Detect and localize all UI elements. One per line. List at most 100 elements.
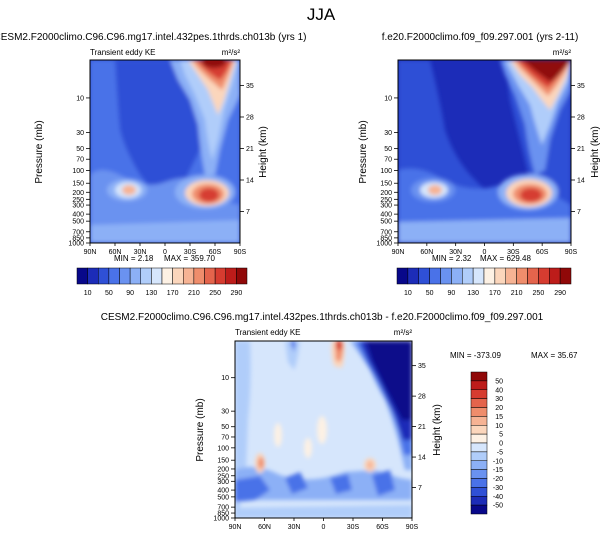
y-tick-label: 400 — [380, 212, 392, 219]
colorbar-swatch — [151, 267, 163, 285]
field-region — [520, 188, 542, 202]
panel-1-ylabel-right: Height (km) — [590, 126, 601, 178]
colorbar-swatch — [396, 267, 409, 285]
y-tick-label: 500 — [380, 219, 392, 226]
colorbar-swatch — [470, 398, 488, 408]
x-tick-label: 90S — [234, 249, 247, 256]
y-tick-label: 50 — [76, 146, 84, 153]
panel-2-ylabel-right: Height (km) — [432, 404, 443, 456]
right-tick-label: 35 — [418, 363, 426, 370]
colorbar-label: -10 — [493, 458, 503, 465]
colorbar-label: -5 — [497, 449, 503, 456]
right-tick-label: 14 — [246, 177, 254, 184]
y-tick-label: 10 — [76, 95, 84, 102]
colorbar-swatch — [472, 267, 485, 285]
y-tick-label: 850 — [217, 511, 229, 518]
colorbar-swatch — [538, 267, 550, 285]
colorbar-swatch — [204, 267, 216, 285]
colorbar-swatch — [470, 496, 488, 506]
colorbar-label: 50 — [105, 290, 113, 297]
panel-2-field — [235, 341, 412, 518]
x-tick-label: 60S — [209, 249, 222, 256]
y-tick-label: 400 — [72, 212, 84, 219]
y-tick-label: 30 — [384, 130, 392, 137]
x-tick-label: 60N — [109, 249, 122, 256]
colorbar-swatch — [214, 267, 226, 285]
field-region — [202, 60, 226, 68]
panel-0: CESM2.F2000climo.C96.C96.mg17.intel.432p… — [0, 32, 306, 297]
panel-0-x-ticks: 90N 60N 30N 0 30S 60S 90S — [84, 243, 247, 256]
field-region — [330, 474, 352, 494]
y-tick-label: 300 — [72, 203, 84, 210]
panel-2-subtitle: Transient eddy KE — [235, 328, 301, 337]
field-region — [372, 470, 395, 496]
figure-title: JJA — [307, 5, 336, 24]
colorbar-label: -30 — [493, 485, 503, 492]
y-tick-label: 30 — [221, 409, 229, 416]
y-tick-label: 300 — [217, 479, 229, 486]
colorbar-label: 130 — [146, 290, 158, 297]
right-tick-label: 21 — [418, 424, 426, 431]
colorbar-label: 130 — [467, 290, 479, 297]
panel-1: f.e20.F2000climo.f09_f09.297.001 (yrs 2-… — [358, 32, 601, 297]
right-tick-label: 35 — [246, 83, 254, 90]
panel-0-min-label: MIN = 2.18 — [114, 254, 154, 263]
colorbar-label: 10 — [495, 423, 503, 430]
colorbar-label: 90 — [126, 290, 134, 297]
y-tick-label: 300 — [380, 203, 392, 210]
panel-0-title: CESM2.F2000climo.C96.C96.mg17.intel.432p… — [0, 32, 306, 43]
right-tick-label: 14 — [577, 177, 585, 184]
colorbar-swatch — [440, 267, 452, 285]
colorbar-label: 210 — [511, 290, 523, 297]
colorbar-label: 10 — [404, 290, 412, 297]
right-tick-label: 7 — [418, 485, 422, 492]
right-tick-label: 28 — [246, 114, 254, 121]
x-tick-label: 60N — [420, 249, 433, 256]
y-tick-label: 100 — [380, 168, 392, 175]
colorbar-label: 50 — [426, 290, 434, 297]
x-tick-label: 60S — [376, 524, 389, 531]
colorbar-swatch — [505, 267, 517, 285]
colorbar-swatch — [129, 267, 141, 285]
panel-1-field — [398, 60, 571, 243]
y-tick-label: 70 — [384, 157, 392, 164]
colorbar-swatch — [470, 425, 488, 435]
y-tick-label: 250 — [217, 473, 229, 480]
colorbar-swatch — [451, 267, 463, 285]
panel-0-ylabel: Pressure (mb) — [34, 120, 45, 183]
colorbar-swatch — [193, 267, 205, 285]
colorbar-swatch — [98, 267, 110, 285]
colorbar-label: 250 — [533, 290, 545, 297]
colorbar-swatch — [119, 267, 131, 285]
panel-1-ylabel: Pressure (mb) — [358, 120, 369, 183]
right-tick-label: 28 — [577, 114, 585, 121]
panel-2-max-label: MAX = 35.67 — [531, 351, 578, 360]
x-tick-label: 30S — [184, 249, 197, 256]
y-tick-label: 70 — [221, 434, 229, 441]
x-tick-label: 30N — [134, 249, 147, 256]
x-tick-label: 90N — [229, 524, 242, 531]
field-region — [366, 341, 412, 420]
panel-1-min-label: MIN = 2.32 — [432, 254, 472, 263]
colorbar-swatch — [470, 469, 488, 479]
panel-1-x-ticks: 90N 60N 30N 0 30S 60S 90S — [392, 243, 578, 256]
colorbar-swatch — [76, 267, 88, 285]
field-region — [90, 220, 240, 243]
panel-2-y-ticks-right: 35 28 21 14 7 — [412, 363, 426, 492]
y-tick-label: 700 — [72, 229, 84, 236]
colorbar-swatch — [470, 504, 488, 515]
y-tick-label: 150 — [380, 181, 392, 188]
colorbar-swatch — [161, 267, 173, 285]
field-region — [304, 438, 312, 458]
colorbar-label: 290 — [231, 290, 243, 297]
x-tick-label: 90N — [392, 249, 405, 256]
colorbar-swatch — [470, 380, 488, 390]
y-tick-label: 200 — [217, 466, 229, 473]
colorbar-label: 170 — [167, 290, 179, 297]
y-tick-label: 10 — [221, 375, 229, 382]
y-tick-label: 200 — [72, 190, 84, 197]
colorbar-swatch — [108, 267, 120, 285]
